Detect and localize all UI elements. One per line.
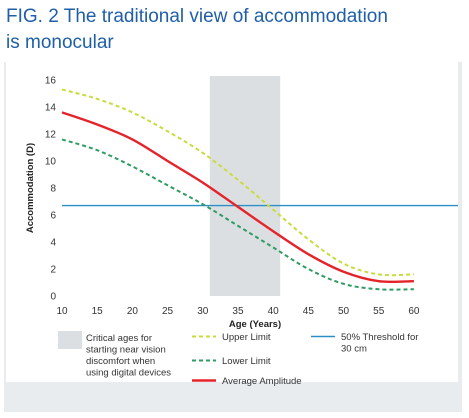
x-tick-label: 40: [268, 306, 280, 317]
x-tick-label: 60: [408, 306, 420, 317]
y-tick-label: 10: [45, 157, 57, 168]
upper-limit-line: [61, 88, 414, 277]
figure-title-line1: FIG. 2 The traditional view of accommoda…: [6, 6, 388, 27]
y-tick-label: 16: [45, 76, 57, 87]
x-tick-label: 55: [373, 306, 385, 317]
x-tick-label: 50: [338, 306, 350, 317]
critical-age-band: [209, 76, 281, 296]
legend-label-critical-ages: starting near vision: [86, 345, 166, 356]
y-tick-label: 6: [50, 211, 56, 222]
x-tick-label: 45: [303, 306, 315, 317]
legend-label-average-amplitude: Average Amplitude: [222, 376, 302, 387]
chart-panel: 0 2 4 6 8 10 12 14 16 10 15 20 25 30 35 40 45 50 55 60 Acc…: [4, 62, 462, 412]
y-tick-label: 4: [50, 238, 56, 249]
x-tick-label: 20: [127, 306, 139, 317]
legend-label-critical-ages: Critical ages for: [86, 333, 152, 344]
x-tick-label: 25: [162, 306, 174, 317]
y-tick-labels: 0 2 4 6 8 10 12 14 16: [45, 76, 57, 303]
y-tick-label: 14: [45, 103, 57, 114]
x-tick-label: 30: [197, 306, 209, 317]
x-tick-label: 15: [92, 306, 104, 317]
average-amplitude-line: [61, 111, 414, 284]
x-tick-labels: 10 15 20 25 30 35 40 45 50 55 60: [56, 306, 419, 317]
figure-title: FIG. 2 The traditional view of accommoda…: [6, 4, 461, 56]
legend-swatch-critical-ages: [58, 331, 82, 349]
x-tick-label: 10: [56, 306, 68, 317]
accommodation-chart: 0 2 4 6 8 10 12 14 16 10 15 20 25 30 35 40 45 50 55 60 Acc…: [6, 62, 458, 387]
y-tick-label: 0: [50, 292, 56, 303]
y-tick-label: 8: [50, 184, 56, 195]
legend-label-critical-ages: discomfort when: [86, 356, 155, 367]
legend-label-critical-ages: using digital devices: [86, 368, 171, 379]
lower-limit-line: [61, 138, 414, 291]
x-axis-title: Age (Years): [229, 319, 281, 330]
y-tick-label: 2: [50, 265, 56, 276]
y-axis-title: Accommodation (D): [25, 143, 36, 233]
x-tick-label: 35: [232, 306, 244, 317]
legend-label-lower-limit: Lower Limit: [222, 356, 271, 367]
y-tick-label: 12: [45, 130, 57, 141]
legend-label-upper-limit: Upper Limit: [222, 332, 271, 343]
legend-label-threshold: 50% Threshold for: [341, 332, 418, 343]
legend-label-threshold: 30 cm: [341, 344, 367, 355]
figure-title-line2: is monocular: [6, 32, 114, 53]
